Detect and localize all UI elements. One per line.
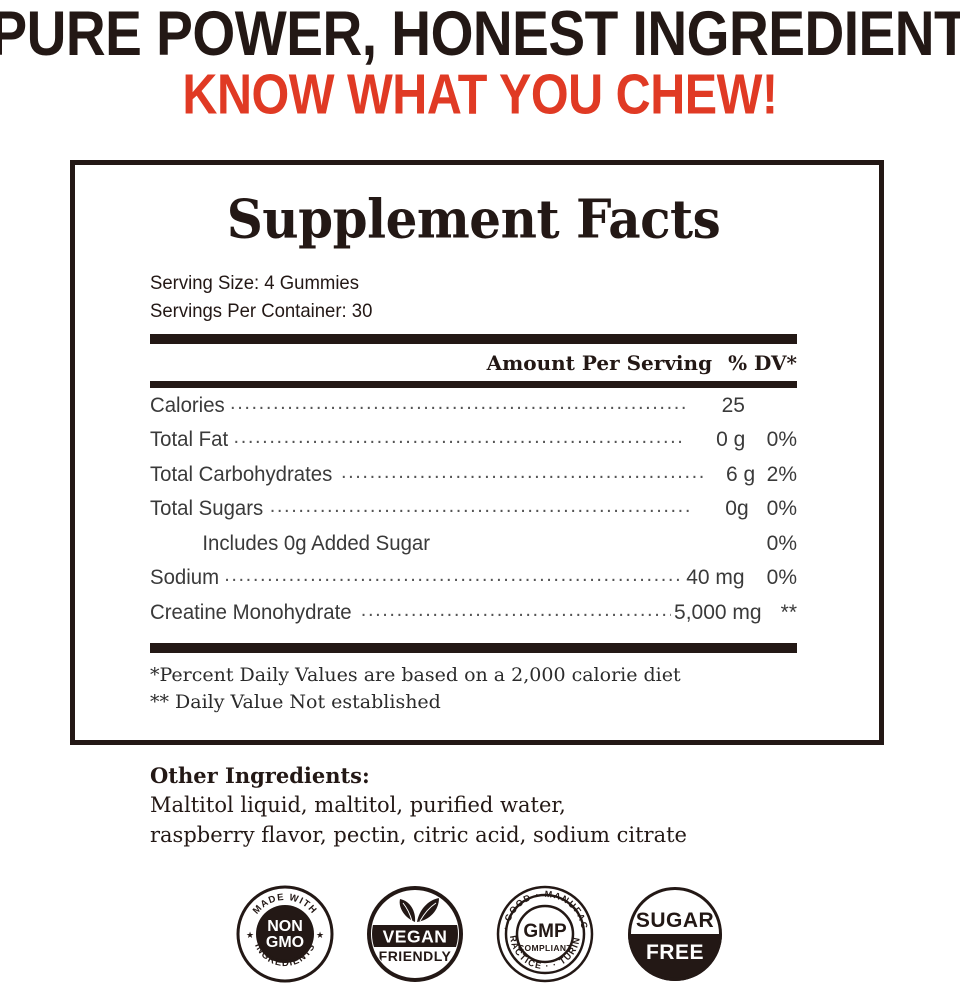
table-row: Includes 0g Added Sugar 0% <box>150 532 797 567</box>
gmp-center-line-2: COMPLIANT <box>518 943 573 953</box>
free-label: FREE <box>646 941 704 964</box>
vegan-friendly-badge: VEGAN FRIENDLY <box>367 886 463 982</box>
dot-leader <box>230 392 686 415</box>
table-row: Sodium 40 mg 0% <box>150 566 797 601</box>
rule-thick-bottom <box>150 643 797 654</box>
column-header-amount: Amount Per Serving <box>486 350 713 375</box>
sugar-free-badge: SUGAR FREE <box>628 887 722 981</box>
table-row: Total Carbohydrates 6 g 2% <box>150 463 797 498</box>
other-ingredients-section: Other Ingredients: Maltitol liquid, malt… <box>150 762 850 851</box>
supplement-facts-panel: Supplement Facts Serving Size: 4 Gummies… <box>70 160 884 745</box>
rule-thick-top <box>150 333 797 344</box>
dot-leader <box>341 461 707 484</box>
table-row: Total Sugars 0g 0% <box>150 497 797 532</box>
nutrient-name: Sodium <box>150 566 220 590</box>
nutrient-name: Total Sugars <box>150 497 264 521</box>
promo-headline: PURE POWER, HONEST INGREDIENTS: KNOW WHA… <box>0 0 960 123</box>
nutrient-amount: 0 g <box>716 428 746 452</box>
non-gmo-badge: MADE WITH INGREDIENTS NON GMO ★ ★ <box>236 885 334 983</box>
other-ingredients-line-2: raspberry flavor, pectin, citric acid, s… <box>150 822 687 847</box>
nutrient-name: Total Fat <box>150 428 229 452</box>
table-row: Total Fat 0 g 0% <box>150 428 797 463</box>
other-ingredients-line-1: Maltitol liquid, maltitol, purified wate… <box>150 792 566 817</box>
nutrient-amount: 0g <box>725 497 749 521</box>
column-header-daily-value: % DV* <box>728 350 797 375</box>
headline-line-1: PURE POWER, HONEST INGREDIENTS: <box>0 0 960 69</box>
nutrient-table: Calories25Total Fat0 g0%Total Carbohydra… <box>150 388 797 636</box>
nutrient-daily-value: 2% <box>766 462 797 486</box>
table-row: Calories 25 <box>150 394 797 429</box>
gmp-center-line-1: GMP <box>523 921 567 942</box>
nutrient-name: Calories <box>150 393 225 417</box>
headline-line-2: KNOW WHAT YOU CHEW! <box>182 62 778 127</box>
non-gmo-center-line-2: GMO <box>266 934 304 951</box>
dot-leader <box>361 599 671 622</box>
non-gmo-center-line-1: NON <box>267 918 303 935</box>
table-row: Creatine Monohydrate 5,000 mg ** <box>150 601 797 636</box>
non-gmo-star-left: ★ <box>246 931 254 941</box>
nutrient-amount: 25 <box>721 393 745 417</box>
sugar-label: SUGAR <box>636 909 714 932</box>
nutrient-daily-value: 0% <box>766 566 797 590</box>
table-column-headers: Amount Per Serving % DV* <box>150 344 797 381</box>
nutrient-amount: 6 g <box>726 462 756 486</box>
dot-leader <box>234 426 687 449</box>
page-title: Supplement Facts <box>226 187 721 251</box>
serving-size: Serving Size: 4 Gummies <box>150 272 359 294</box>
other-ingredients-title: Other Ingredients: <box>150 763 370 788</box>
nutrient-name: Creatine Monohydrate <box>150 600 352 624</box>
nutrient-amount: 40 mg <box>686 566 745 590</box>
rule-under-headers <box>150 380 797 388</box>
footnote-line: ** Daily Value Not established <box>150 691 441 713</box>
nutrient-amount: 5,000 mg <box>674 600 762 624</box>
nutrient-daily-value: 0% <box>766 497 798 521</box>
nutrient-daily-value: 0% <box>766 531 797 555</box>
footnote-line: *Percent Daily Values are based on a 2,0… <box>150 664 681 687</box>
nutrient-daily-value: 0% <box>766 428 797 452</box>
servings-per-container: Servings Per Container: 30 <box>150 300 373 323</box>
nutrient-daily-value: ** <box>780 600 797 624</box>
supplement-facts-content: Supplement Facts Serving Size: 4 Gummies… <box>150 165 797 716</box>
certification-badges: MADE WITH INGREDIENTS NON GMO ★ ★ VEGAN … <box>0 884 960 984</box>
nutrient-name: Includes 0g Added Sugar <box>202 531 431 555</box>
friendly-label: FRIENDLY <box>379 948 452 964</box>
dot-leader <box>270 495 694 518</box>
non-gmo-star-right: ★ <box>316 931 324 941</box>
nutrient-name: Total Carbohydrates <box>150 462 333 486</box>
footnotes: *Percent Daily Values are based on a 2,0… <box>150 653 797 716</box>
vegan-label: VEGAN <box>383 927 448 947</box>
serving-info: Serving Size: 4 Gummies Servings Per Con… <box>150 269 765 326</box>
dot-leader <box>224 564 683 587</box>
vegan-leaf-icon <box>399 898 439 922</box>
